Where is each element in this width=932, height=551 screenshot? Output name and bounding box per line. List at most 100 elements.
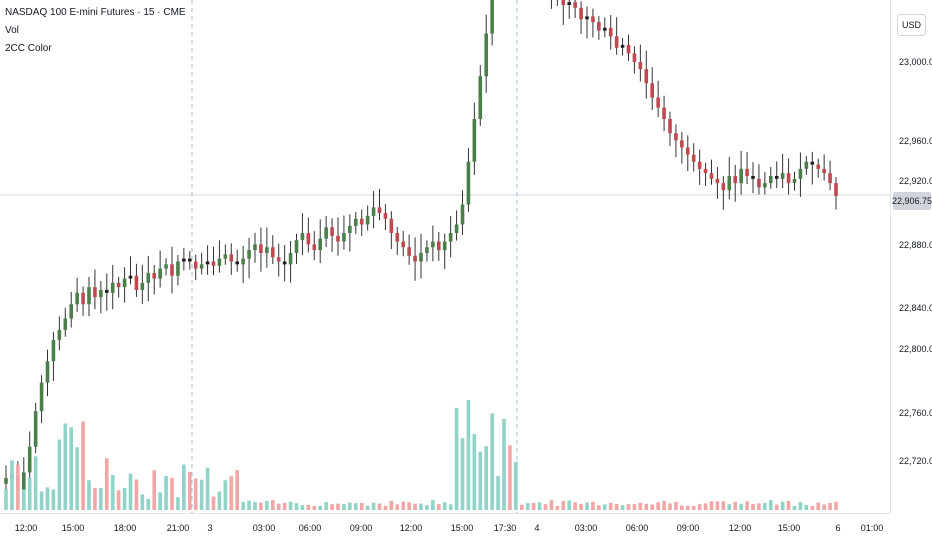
candle-body — [431, 241, 435, 248]
candle-body — [170, 264, 174, 276]
candle-body — [241, 258, 245, 265]
chart-area[interactable]: NASDAQ 100 E-mini Futures · 15 · CME Vol… — [0, 0, 890, 513]
candle-body — [57, 329, 62, 340]
candle-body — [99, 290, 103, 298]
candle-body — [448, 233, 453, 242]
candle-body — [211, 261, 216, 266]
time-tick-label: 15:00 — [450, 523, 474, 533]
candle-body — [490, 0, 494, 34]
volume-bar — [816, 502, 821, 510]
candle-body — [93, 287, 97, 298]
volume-bar — [567, 500, 572, 510]
volume-bar — [484, 446, 489, 510]
candle-body — [318, 238, 323, 251]
volume-bar — [460, 438, 465, 510]
volume-bar — [158, 492, 162, 510]
volume-bar — [353, 503, 358, 510]
volume-bar — [182, 464, 186, 510]
price-axis[interactable]: USD 23,000.00 22,960.00 22,920.00 22,880.00… — [890, 0, 932, 513]
candle-body — [282, 261, 287, 265]
candle-body — [134, 275, 139, 290]
candle-body — [478, 76, 483, 119]
time-tick-label: 03:00 — [252, 523, 276, 533]
volume-bar — [763, 502, 767, 510]
candle-body — [365, 215, 370, 225]
candle-body — [626, 44, 631, 54]
volume-bar — [253, 501, 257, 510]
candle-body — [733, 176, 738, 184]
volume-bar — [810, 505, 815, 510]
volume-bar — [650, 504, 655, 510]
volume-bar — [597, 505, 601, 510]
volume-bar — [828, 503, 832, 510]
candle-body — [259, 244, 263, 253]
volume-bar — [99, 487, 103, 510]
volume-bar — [217, 491, 222, 510]
volume-bar — [69, 427, 74, 510]
volume-bar — [668, 503, 672, 510]
volume-bar — [674, 501, 678, 510]
time-tick-label: 01:00 — [860, 523, 884, 533]
candle-body — [33, 411, 38, 447]
volume-bar — [519, 504, 524, 510]
candle-body — [810, 161, 815, 165]
candlestick-chart[interactable] — [0, 0, 890, 513]
volume-bar — [16, 464, 20, 510]
time-tick-label: 6 — [835, 523, 841, 533]
volume-bar — [51, 489, 56, 510]
time-axis[interactable]: 12:00 15:00 18:00 21:00 3 03:00 06:00 09:00 12:0… — [0, 513, 890, 551]
volume-bar — [342, 503, 346, 510]
volume-bar — [442, 502, 447, 510]
volume-bar — [152, 470, 157, 510]
volume-bar — [448, 504, 453, 510]
volume-bar — [318, 505, 323, 510]
candle-body — [324, 227, 328, 239]
candle-body — [348, 225, 352, 233]
price-tick-label: 22,720.00 — [899, 456, 932, 466]
candle-body — [87, 287, 91, 305]
volume-bar — [739, 503, 743, 510]
candle-body — [176, 261, 180, 276]
volume-bar — [685, 505, 690, 510]
candle-body — [401, 241, 406, 248]
volume-bar — [116, 490, 121, 510]
candle-body — [602, 27, 607, 31]
time-tick-label: 21:00 — [166, 523, 190, 533]
candle-body — [567, 2, 572, 5]
volume-bar — [39, 491, 44, 510]
symbol-title[interactable]: NASDAQ 100 E-mini Futures · 15 · CME — [5, 7, 186, 18]
candle-body — [276, 257, 281, 262]
currency-button[interactable]: USD — [897, 14, 926, 36]
volume-bar — [146, 498, 151, 510]
volume-bar — [223, 480, 228, 510]
volume-bar — [585, 502, 589, 510]
candle-body — [69, 304, 74, 319]
volume-bar — [508, 445, 512, 510]
candle-body — [644, 69, 649, 84]
price-tick-label: 22,960.00 — [899, 136, 932, 146]
volume-bar — [792, 505, 797, 510]
candle-body — [804, 161, 809, 169]
time-tick-label: 15:00 — [777, 523, 801, 533]
candle-body — [792, 178, 797, 184]
volume-bar — [543, 504, 548, 510]
candle-body — [709, 173, 714, 179]
volume-bar — [656, 502, 660, 510]
candle-body — [306, 233, 311, 245]
candle-body — [436, 241, 441, 251]
candle-body — [407, 247, 411, 256]
candle-body — [330, 227, 334, 236]
volume-bar — [21, 489, 26, 510]
volume-bar — [680, 505, 684, 510]
candle-body — [573, 2, 577, 8]
candle-body — [579, 7, 583, 20]
volume-bar — [247, 500, 251, 510]
volume-bar — [721, 501, 726, 510]
volume-bar — [122, 487, 127, 510]
candle-body — [389, 218, 394, 233]
volume-bar — [87, 480, 91, 510]
volume-bar — [383, 505, 388, 510]
indicator-vol[interactable]: Vol — [5, 25, 19, 36]
indicator-2cc-color[interactable]: 2CC Color — [5, 43, 52, 54]
candle-body — [822, 168, 826, 174]
